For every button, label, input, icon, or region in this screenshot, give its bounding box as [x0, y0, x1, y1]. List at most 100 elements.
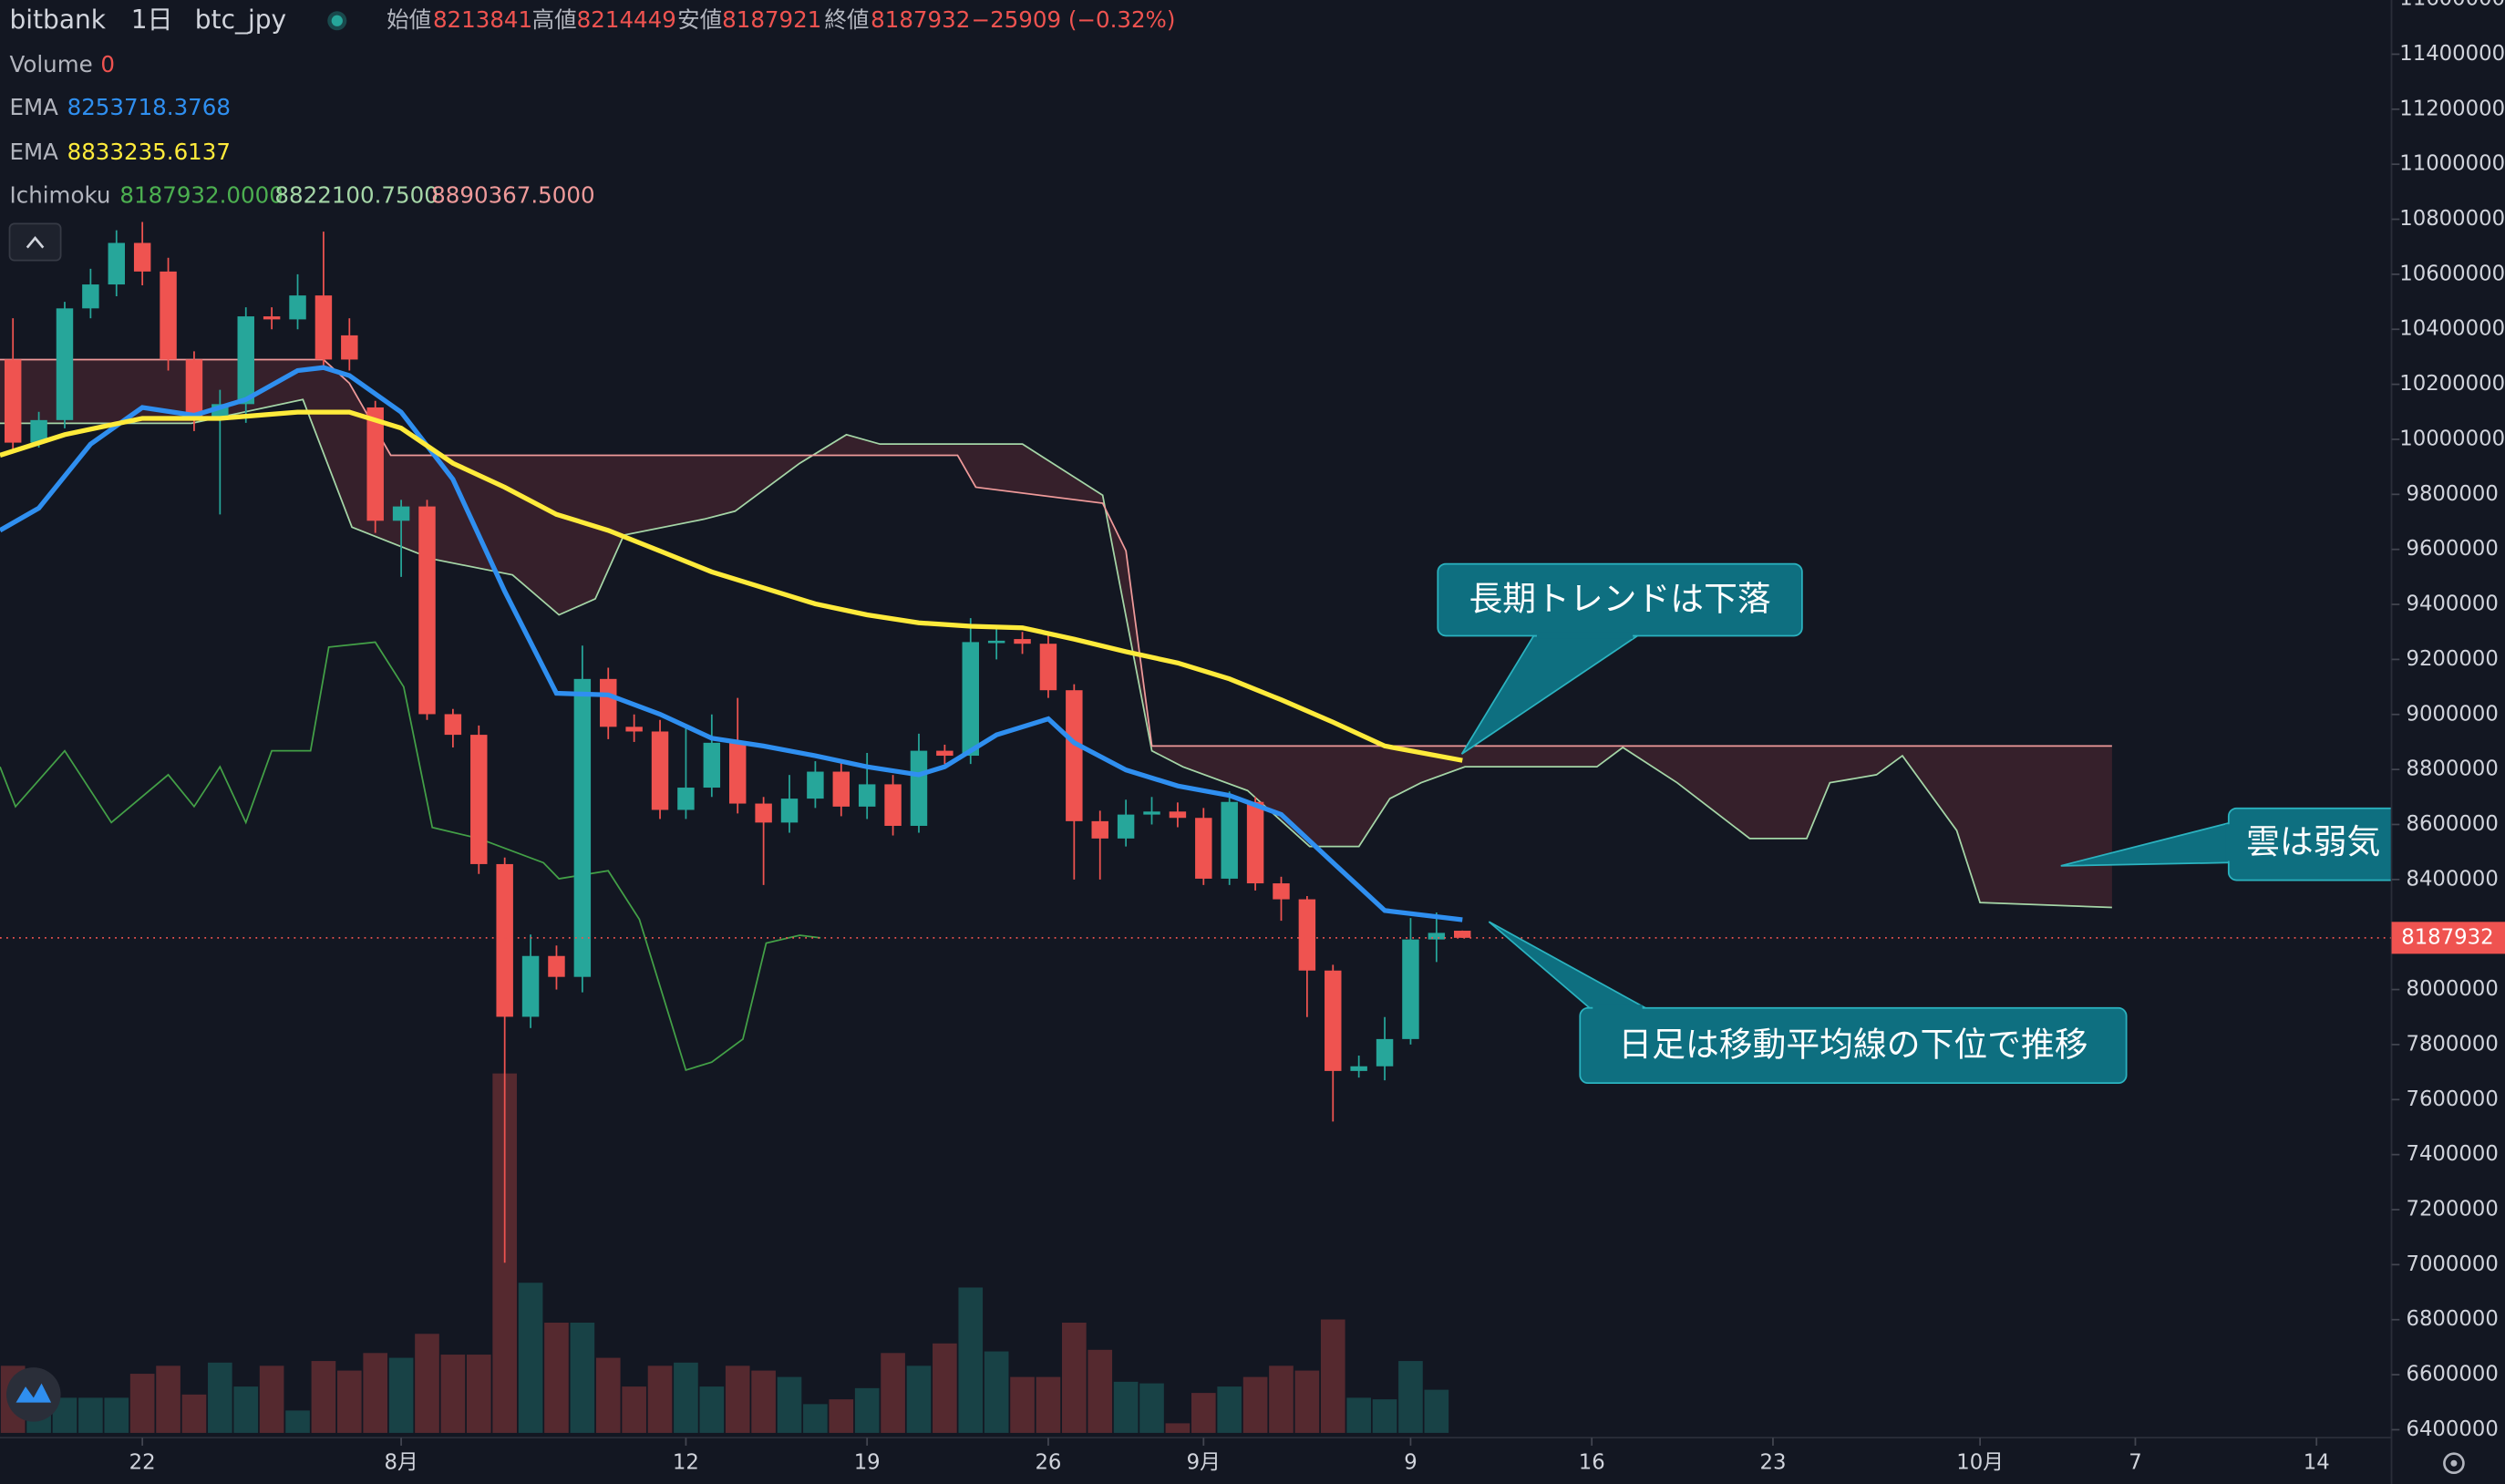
volume-bar	[751, 1370, 776, 1433]
volume-bar	[78, 1397, 103, 1433]
candle-body	[1195, 818, 1212, 879]
candle-body	[1039, 644, 1057, 691]
candle-body	[1014, 639, 1031, 644]
callout-text: 雲は弱気	[2246, 822, 2380, 861]
ohlc-value: 8213841	[433, 6, 532, 33]
status-dot	[331, 15, 343, 26]
candle-body	[521, 955, 540, 1017]
candle-body	[625, 727, 643, 732]
x-tick-label: 23	[1759, 1451, 1786, 1475]
volume-bar	[518, 1283, 543, 1433]
ohlc-value: 8187932	[871, 6, 970, 33]
collapse-button[interactable]	[8, 222, 62, 262]
volume-bar	[881, 1353, 905, 1433]
volume-bar	[1165, 1423, 1191, 1433]
interval[interactable]: 1日	[131, 5, 173, 35]
y-tick-label: 7600000	[2406, 1087, 2498, 1111]
volume-bar	[1424, 1389, 1449, 1433]
ohlc-label: 安値	[677, 6, 722, 33]
ohlc-value: 8187921	[722, 6, 821, 33]
callout-text: 長期トレンドは下落	[1469, 579, 1770, 618]
candle-body	[108, 242, 125, 285]
y-tick-label: 8600000	[2406, 812, 2498, 836]
volume-bar	[1036, 1376, 1061, 1433]
candle-body	[962, 642, 979, 757]
candle-body	[341, 335, 358, 360]
volume-bar	[388, 1357, 414, 1433]
candle-body	[1143, 811, 1160, 815]
y-tick-label: 6600000	[2406, 1363, 2498, 1386]
y-tick-label: 10800000	[2399, 207, 2505, 231]
candle-body	[703, 742, 721, 788]
indicator-name[interactable]: Volume	[10, 51, 93, 77]
volume-bar	[647, 1365, 673, 1433]
candle-body	[263, 316, 281, 320]
candle-body	[1376, 1038, 1394, 1067]
ema-line	[0, 409, 1463, 763]
candle-body	[1273, 883, 1290, 900]
x-tick-label: 7	[2129, 1451, 2141, 1475]
volume-bar	[415, 1334, 439, 1433]
volume-bar	[777, 1376, 802, 1433]
volume-bar	[208, 1362, 232, 1433]
volume-bar	[958, 1287, 984, 1433]
candle-body	[677, 788, 695, 810]
volume-bar	[622, 1386, 646, 1433]
y-tick-label: 8800000	[2406, 757, 2498, 781]
candle-body	[444, 714, 462, 736]
x-tick-label: 19	[854, 1451, 881, 1475]
y-tick-label: 11200000	[2399, 97, 2505, 120]
candle-body	[936, 750, 954, 757]
y-tick-label: 9800000	[2406, 482, 2498, 506]
candle-body	[1221, 801, 1238, 879]
price-tag-label: 8187932	[2401, 925, 2493, 949]
candle-body	[780, 799, 799, 823]
volume-bar	[1294, 1370, 1320, 1433]
callout: 長期トレンドは下落	[1437, 562, 1803, 755]
candle-body	[392, 506, 410, 521]
candle-body	[1246, 801, 1264, 884]
y-tick-label: 6400000	[2406, 1417, 2498, 1441]
volume-bar	[156, 1365, 180, 1433]
logo[interactable]	[6, 1367, 61, 1422]
symbol[interactable]: btc_jpy	[195, 5, 286, 35]
volume-bar	[699, 1386, 725, 1433]
candle-body	[728, 742, 747, 804]
x-tick-label: 22	[129, 1451, 156, 1475]
candle-body	[1169, 811, 1187, 819]
volume-bar	[129, 1374, 155, 1433]
volume-bar	[570, 1323, 595, 1433]
candle-body	[237, 316, 254, 405]
y-tick-label: 11000000	[2399, 152, 2505, 176]
candle-body	[600, 678, 617, 727]
candle-body	[470, 735, 488, 864]
volume-bar	[259, 1365, 284, 1433]
volume-bar	[1191, 1393, 1216, 1433]
settings-icon[interactable]	[2443, 1452, 2465, 1475]
indicator-name[interactable]: EMA	[10, 139, 59, 165]
price-tag	[2391, 922, 2505, 954]
candle-body	[1428, 933, 1446, 940]
indicator-name[interactable]: Ichimoku	[10, 182, 111, 209]
volume-bar	[725, 1365, 750, 1433]
candle-body	[858, 784, 876, 807]
volume-bar	[803, 1404, 828, 1433]
volume-bar	[1320, 1319, 1345, 1433]
candle-body	[160, 271, 177, 360]
volume-bar	[233, 1386, 259, 1433]
indicator-value: 8833235.6137	[67, 139, 231, 165]
callout: 日足は移動平均線の下位で推移	[1488, 921, 2128, 1085]
ohlc-label: 始値	[387, 6, 431, 33]
indicator-name[interactable]: EMA	[10, 94, 59, 120]
candle-body	[1454, 931, 1471, 938]
volume-bar	[829, 1399, 854, 1433]
y-tick-label: 7800000	[2406, 1032, 2498, 1056]
candle-body	[366, 407, 384, 521]
volume-bar	[440, 1355, 466, 1433]
x-tick-label: 12	[673, 1451, 699, 1475]
change: −25909 (−0.32%)	[972, 6, 1176, 33]
ohlc-label: 高値	[532, 6, 577, 33]
candle-body	[832, 771, 850, 807]
x-tick-label: 16	[1579, 1451, 1605, 1475]
